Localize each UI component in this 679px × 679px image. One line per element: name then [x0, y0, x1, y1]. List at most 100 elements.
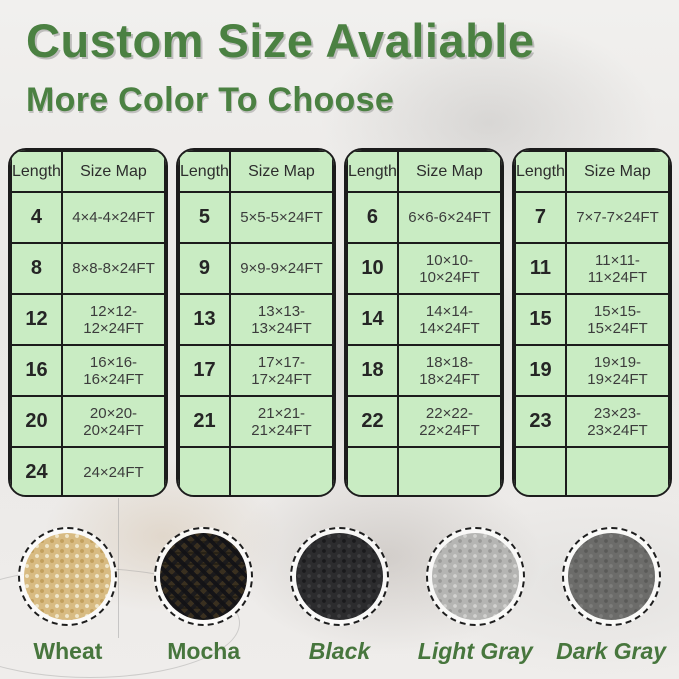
size-map-cell: 22×22-22×24FT: [396, 395, 502, 448]
table-row: 9 9×9-9×24FT: [178, 242, 334, 295]
size-map-cell: 24×24FT: [60, 446, 166, 495]
swatch-label: Light Gray: [417, 638, 533, 664]
size-map-cell: 14×14-14×24FT: [396, 293, 502, 346]
size-map-cell: 16×16-16×24FT: [60, 344, 166, 397]
table-row: 22 22×22-22×24FT: [346, 395, 502, 448]
length-cell: 9: [178, 242, 231, 295]
table-row: 6 6×6-6×24FT: [346, 191, 502, 244]
size-map-cell: 18×18-18×24FT: [396, 344, 502, 397]
table-row: [514, 446, 670, 495]
mocha-fabric-swatch: [160, 533, 248, 620]
length-cell: 10: [346, 242, 399, 295]
table-row: 20 20×20-20×24FT: [10, 395, 166, 448]
size-map-cell: 21×21-21×24FT: [228, 395, 334, 448]
size-map-cell: 11×11-11×24FT: [564, 242, 670, 295]
color-swatch-light-gray: Light Gray: [407, 527, 543, 665]
length-cell: [346, 446, 399, 495]
column-header-length: Length: [10, 150, 63, 193]
length-cell: 13: [178, 293, 231, 346]
column-header-size-map: Size Map: [564, 150, 670, 193]
column-header-length: Length: [178, 150, 231, 193]
column-header-size-map: Size Map: [396, 150, 502, 193]
length-cell: 18: [346, 344, 399, 397]
table-row: 18 18×18-18×24FT: [346, 344, 502, 397]
size-map-cell: [396, 446, 502, 495]
size-map-cell: 8×8-8×24FT: [60, 242, 166, 295]
swatch-dashed-ring: [18, 527, 118, 626]
length-cell: 23: [514, 395, 567, 448]
swatch-label: Mocha: [167, 638, 241, 664]
wheat-fabric-swatch: [24, 533, 112, 620]
length-cell: 4: [10, 191, 63, 244]
size-map-cell: [564, 446, 670, 495]
size-map-cell: 5×5-5×24FT: [228, 191, 334, 244]
size-map-cell: 7×7-7×24FT: [564, 191, 670, 244]
black-fabric-swatch: [295, 533, 383, 620]
table-header-row: Length Size Map: [10, 150, 166, 193]
length-cell: 12: [10, 293, 63, 346]
table-row: 24 24×24FT: [10, 446, 166, 495]
length-cell: 8: [10, 242, 63, 295]
table-row: 16 16×16-16×24FT: [10, 344, 166, 397]
table-row: 19 19×19-19×24FT: [514, 344, 670, 397]
swatch-label: Wheat: [33, 638, 103, 664]
length-cell: 11: [514, 242, 567, 295]
size-map-cell: 10×10-10×24FT: [396, 242, 502, 295]
size-table-grid: Length Size Map 5 5×5-5×24FT 9 9×9-9×24F…: [178, 150, 334, 495]
column-header-length: Length: [346, 150, 399, 193]
size-map-cell: 20×20-20×24FT: [60, 395, 166, 448]
size-map-cell: 23×23-23×24FT: [564, 395, 670, 448]
column-header-length: Length: [514, 150, 567, 193]
column-header-size-map: Size Map: [228, 150, 334, 193]
size-map-cell: 13×13-13×24FT: [228, 293, 334, 346]
size-table-2: Length Size Map 5 5×5-5×24FT 9 9×9-9×24F…: [176, 148, 336, 497]
swatch-dashed-ring: [154, 527, 254, 626]
size-tables-row: Length Size Map 4 4×4-4×24FT 8 8×8-8×24F…: [8, 148, 672, 497]
table-row: 8 8×8-8×24FT: [10, 242, 166, 295]
swatch-label: Black: [308, 638, 371, 664]
table-row: 17 17×17-17×24FT: [178, 344, 334, 397]
size-table-1: Length Size Map 4 4×4-4×24FT 8 8×8-8×24F…: [8, 148, 168, 497]
length-cell: 5: [178, 191, 231, 244]
size-map-cell: 17×17-17×24FT: [228, 344, 334, 397]
dark-gray-fabric-swatch: [567, 533, 655, 620]
size-map-cell: 19×19-19×24FT: [564, 344, 670, 397]
swatch-dashed-ring: [289, 527, 389, 626]
table-row: 4 4×4-4×24FT: [10, 191, 166, 244]
length-cell: 22: [346, 395, 399, 448]
size-table-3: Length Size Map 6 6×6-6×24FT 10 10×10-10…: [344, 148, 504, 497]
size-table-grid: Length Size Map 7 7×7-7×24FT 11 11×11-11…: [514, 150, 670, 495]
table-row: 7 7×7-7×24FT: [514, 191, 670, 244]
thread-line-decoration: [118, 498, 119, 638]
length-cell: 21: [178, 395, 231, 448]
light-gray-fabric-swatch: [431, 533, 519, 620]
length-cell: [178, 446, 231, 495]
table-row: 23 23×23-23×24FT: [514, 395, 670, 448]
size-map-cell: 15×15-15×24FT: [564, 293, 670, 346]
swatch-dashed-ring: [561, 527, 661, 626]
column-header-size-map: Size Map: [60, 150, 166, 193]
color-swatch-dark-gray: Dark Gray: [543, 527, 679, 665]
color-swatches-row: Wheat Mocha Black Light Gray Dark Gray: [0, 527, 679, 665]
length-cell: 14: [346, 293, 399, 346]
swatch-dashed-ring: [425, 527, 525, 626]
table-header-row: Length Size Map: [514, 150, 670, 193]
size-table-grid: Length Size Map 6 6×6-6×24FT 10 10×10-10…: [346, 150, 502, 495]
size-map-cell: 6×6-6×24FT: [396, 191, 502, 244]
table-row: [178, 446, 334, 495]
length-cell: 20: [10, 395, 63, 448]
length-cell: 19: [514, 344, 567, 397]
length-cell: 24: [10, 446, 63, 495]
size-map-cell: [228, 446, 334, 495]
length-cell: [514, 446, 567, 495]
color-swatch-black: Black: [272, 527, 408, 665]
page-subtitle: More Color To Choose: [26, 81, 395, 119]
color-swatch-wheat: Wheat: [0, 527, 136, 665]
table-row: 11 11×11-11×24FT: [514, 242, 670, 295]
table-row: 14 14×14-14×24FT: [346, 293, 502, 346]
table-row: 5 5×5-5×24FT: [178, 191, 334, 244]
swatch-label: Dark Gray: [556, 638, 667, 664]
length-cell: 16: [10, 344, 63, 397]
size-map-cell: 4×4-4×24FT: [60, 191, 166, 244]
